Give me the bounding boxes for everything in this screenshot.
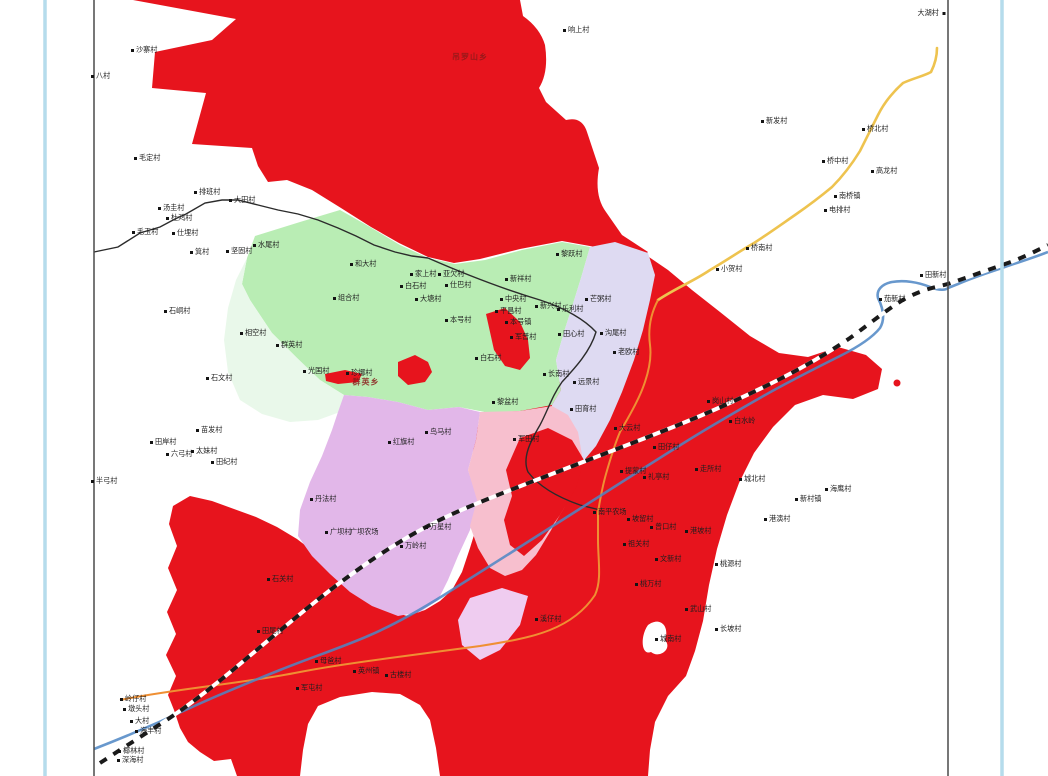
- red-wedge-in-pink: [504, 428, 584, 556]
- region-south-violet: [298, 395, 480, 616]
- region-north-red: [133, 0, 648, 263]
- road-west-black: [93, 199, 429, 259]
- red-blob-small: [398, 355, 432, 385]
- red-blob-town-seat: [486, 308, 530, 370]
- region-plum-tail: [458, 588, 528, 660]
- region-west-mint: [224, 258, 344, 422]
- red-dot-coast: [893, 379, 901, 387]
- road-vertical-orange: [597, 299, 659, 540]
- red-streak-small: [325, 370, 362, 384]
- road-northeast-yellow: [656, 46, 939, 302]
- railway-icon: [98, 243, 1048, 765]
- road-central-black: [427, 257, 601, 511]
